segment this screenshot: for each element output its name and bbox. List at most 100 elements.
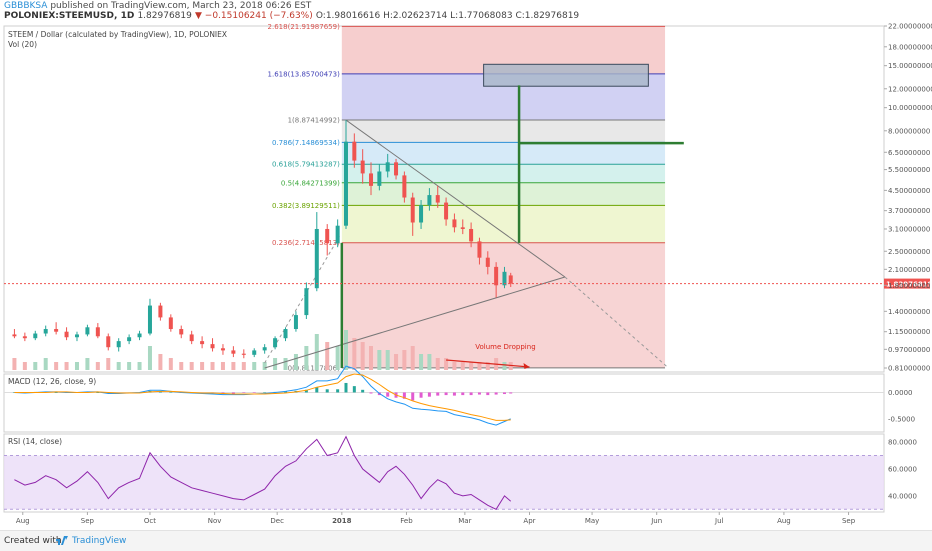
time-tick-label: Feb: [400, 517, 413, 525]
volume-bar: [231, 362, 236, 370]
macd-histogram-bar: [444, 392, 448, 396]
target-box: [483, 63, 649, 87]
fib-level-label: 1.618(13.85700473): [268, 70, 341, 78]
tradingview-brand[interactable]: TradingView: [72, 536, 127, 546]
price-tick-label: 22.00000000: [888, 23, 932, 31]
candle-body: [220, 348, 225, 351]
volume-bar: [43, 358, 48, 370]
rsi-tick-label: 60.0000: [888, 465, 917, 473]
trendline-rally: [264, 235, 341, 364]
candle-body: [158, 305, 163, 318]
candle-body: [394, 162, 399, 176]
time-tick-label: Apr: [523, 517, 535, 525]
candle-body: [293, 315, 298, 330]
macd-histogram-bar: [477, 392, 481, 395]
volume-bar: [452, 362, 457, 370]
price-tick-label: 10.00000000: [888, 104, 932, 112]
volume-bar: [273, 358, 278, 370]
volume-bar: [95, 362, 100, 370]
candle-body: [335, 225, 340, 244]
macd-histogram-bar: [494, 392, 498, 395]
price-tick-label: 4.50000000: [888, 187, 930, 195]
volume-bar: [402, 350, 407, 370]
macd-histogram-bar: [461, 392, 465, 396]
price-tick-label: 6.50000000: [888, 149, 930, 157]
volume-bar: [64, 362, 69, 370]
volume-bar: [158, 354, 163, 370]
fib-band: [341, 142, 666, 165]
time-tick-label: Mar: [458, 517, 471, 525]
footer: Created with TradingView: [0, 530, 932, 551]
candle-body: [508, 275, 513, 284]
publisher-name[interactable]: GBBBKSA: [4, 1, 48, 11]
chart-header: GBBBKSA published on TradingView.com, Ma…: [0, 0, 932, 22]
volume-bar: [210, 362, 215, 370]
volume-bar: [106, 358, 111, 370]
macd-histogram-bar: [304, 389, 308, 393]
fib-level-label: 0.236(2.71415813): [272, 239, 340, 247]
rsi-tick-label: 40.0000: [888, 492, 917, 500]
volume-bar: [419, 354, 424, 370]
volume-bar: [54, 362, 59, 370]
time-tick-label: Nov: [208, 517, 222, 525]
price-tick-label: 15.00000000: [888, 62, 932, 70]
price-tick-label: 2.10000000: [888, 266, 930, 274]
volume-bar: [343, 330, 348, 370]
fib-band: [341, 182, 666, 206]
fib-level-label: 0(0.81127806): [288, 364, 340, 372]
macd-histogram-bar: [169, 392, 173, 393]
volume-bar: [168, 358, 173, 370]
volume-bar: [502, 362, 507, 370]
volume-bar: [360, 342, 365, 370]
candle-body: [314, 228, 319, 289]
macd-histogram-bar: [386, 392, 390, 397]
rsi-title: RSI (14, close): [8, 437, 62, 446]
time-tick-label: Oct: [144, 517, 156, 525]
volume-bar: [12, 358, 17, 370]
time-tick-label: Jul: [714, 517, 724, 525]
candle-body: [200, 341, 205, 345]
volume-bar: [137, 362, 142, 370]
rsi-line: [14, 435, 512, 510]
fib-level-label: 1(8.87414992): [288, 117, 340, 125]
trendline-lower: [264, 276, 566, 369]
macd-histogram-bar: [231, 392, 235, 394]
price-tick-label: 12.00000000: [888, 85, 932, 93]
volume-bar: [283, 358, 288, 370]
candle-body: [12, 334, 17, 337]
volume-bar: [189, 362, 194, 370]
volume-bar: [394, 354, 399, 370]
fib-level-label: 0.786(7.14869534): [272, 139, 340, 147]
candle-body: [210, 344, 215, 349]
chart-canvas[interactable]: 2.618(21.91987659) 1.618(13.85700473) 1(8.…: [0, 22, 932, 530]
price-tick-label: 1.40000000: [888, 308, 930, 316]
candle-body: [22, 336, 27, 339]
macd-histogram-bar: [315, 387, 319, 393]
volume-bar: [304, 346, 309, 370]
macd-title: MACD (12, 26, close, 9): [8, 377, 96, 386]
candle-body: [469, 228, 474, 242]
ohlc-values: O:1.98016616 H:2.02623714 L:1.77068083 C…: [315, 11, 580, 21]
time-tick-label: Sep: [81, 517, 95, 525]
fib-level-label: 0.618(5.79413287): [272, 161, 340, 169]
time-tick-label: Sep: [842, 517, 856, 525]
macd-histogram-bar: [469, 392, 473, 396]
candle-body: [262, 347, 267, 351]
volume-bar: [293, 354, 298, 370]
price-tick-label: 3.70000000: [888, 207, 930, 215]
macd-histogram-bar: [242, 392, 246, 393]
volume-bar: [241, 362, 246, 370]
fib-band: [341, 205, 666, 243]
candle-body: [283, 329, 288, 339]
volume-bar: [74, 362, 79, 370]
candle-body: [168, 317, 173, 330]
fib-level-label: 2.618(21.91987659): [268, 23, 341, 31]
macd-histogram-bar: [452, 392, 456, 396]
macd-histogram-bar: [436, 392, 440, 396]
candle-body: [147, 305, 152, 334]
time-tick-label: Aug: [777, 517, 791, 525]
last-price-label: 1.82976819: [886, 281, 932, 289]
candle-body: [360, 160, 365, 174]
candle-body: [343, 141, 348, 226]
volume-bar: [252, 362, 257, 370]
